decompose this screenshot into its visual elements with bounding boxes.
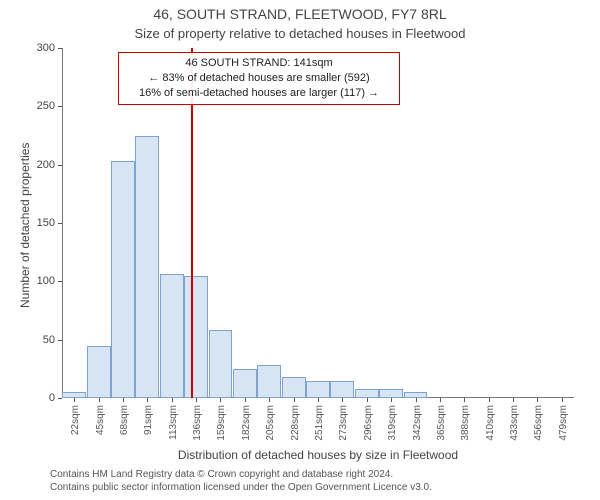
histogram-bar bbox=[282, 377, 306, 398]
copyright-line-2: Contains public sector information licen… bbox=[50, 481, 432, 494]
histogram-bar bbox=[184, 276, 208, 399]
callout-line-2: ← 83% of detached houses are smaller (59… bbox=[125, 71, 393, 86]
x-tick-label: 456sqm bbox=[533, 405, 544, 441]
x-tick-label: 410sqm bbox=[485, 405, 496, 441]
callout-line-1: 46 SOUTH STRAND: 141sqm bbox=[125, 56, 393, 71]
y-tick-label: 50 bbox=[25, 334, 55, 346]
histogram-bar bbox=[330, 381, 354, 399]
chart-title-main: 46, SOUTH STRAND, FLEETWOOD, FY7 8RL bbox=[0, 6, 600, 22]
property-size-chart: 46, SOUTH STRAND, FLEETWOOD, FY7 8RL Siz… bbox=[0, 0, 600, 500]
histogram-bar bbox=[257, 365, 281, 398]
x-tick-label: 68sqm bbox=[119, 405, 130, 435]
x-tick-label: 91sqm bbox=[143, 405, 154, 435]
x-tick-label: 228sqm bbox=[290, 405, 301, 441]
x-axis-title: Distribution of detached houses by size … bbox=[62, 448, 574, 462]
histogram-bar bbox=[135, 136, 159, 399]
copyright-text: Contains HM Land Registry data © Crown c… bbox=[50, 468, 432, 494]
copyright-line-1: Contains HM Land Registry data © Crown c… bbox=[50, 468, 432, 481]
chart-title-sub: Size of property relative to detached ho… bbox=[0, 26, 600, 41]
histogram-bar bbox=[87, 346, 111, 399]
x-tick-label: 136sqm bbox=[192, 405, 203, 441]
x-tick-label: 251sqm bbox=[314, 405, 325, 441]
x-tick-label: 365sqm bbox=[436, 405, 447, 441]
histogram-bar bbox=[355, 389, 379, 398]
x-tick-label: 296sqm bbox=[363, 405, 374, 441]
histogram-bar bbox=[379, 389, 403, 398]
y-tick-label: 0 bbox=[25, 392, 55, 404]
callout-line-3: 16% of semi-detached houses are larger (… bbox=[125, 86, 393, 101]
histogram-bar bbox=[306, 381, 330, 399]
histogram-bar bbox=[209, 330, 233, 398]
x-tick-label: 433sqm bbox=[509, 405, 520, 441]
histogram-bar bbox=[111, 161, 135, 398]
histogram-bar bbox=[160, 274, 184, 398]
x-tick-label: 113sqm bbox=[168, 405, 179, 440]
x-tick-label: 479sqm bbox=[558, 405, 569, 441]
x-tick-label: 205sqm bbox=[265, 405, 276, 441]
histogram-bar bbox=[233, 369, 257, 398]
y-tick-label: 250 bbox=[25, 100, 55, 112]
callout-box: 46 SOUTH STRAND: 141sqm ← 83% of detache… bbox=[118, 52, 400, 105]
x-tick-label: 45sqm bbox=[95, 405, 106, 435]
x-tick-label: 159sqm bbox=[216, 405, 227, 441]
x-tick-label: 342sqm bbox=[412, 405, 423, 441]
x-tick-label: 182sqm bbox=[241, 405, 252, 441]
x-tick-label: 273sqm bbox=[338, 405, 349, 441]
x-tick-label: 22sqm bbox=[70, 405, 81, 435]
x-tick-label: 319sqm bbox=[387, 405, 398, 441]
y-axis-title: Number of detached properties bbox=[18, 143, 32, 308]
y-tick-label: 300 bbox=[25, 42, 55, 54]
x-tick-label: 388sqm bbox=[460, 405, 471, 441]
